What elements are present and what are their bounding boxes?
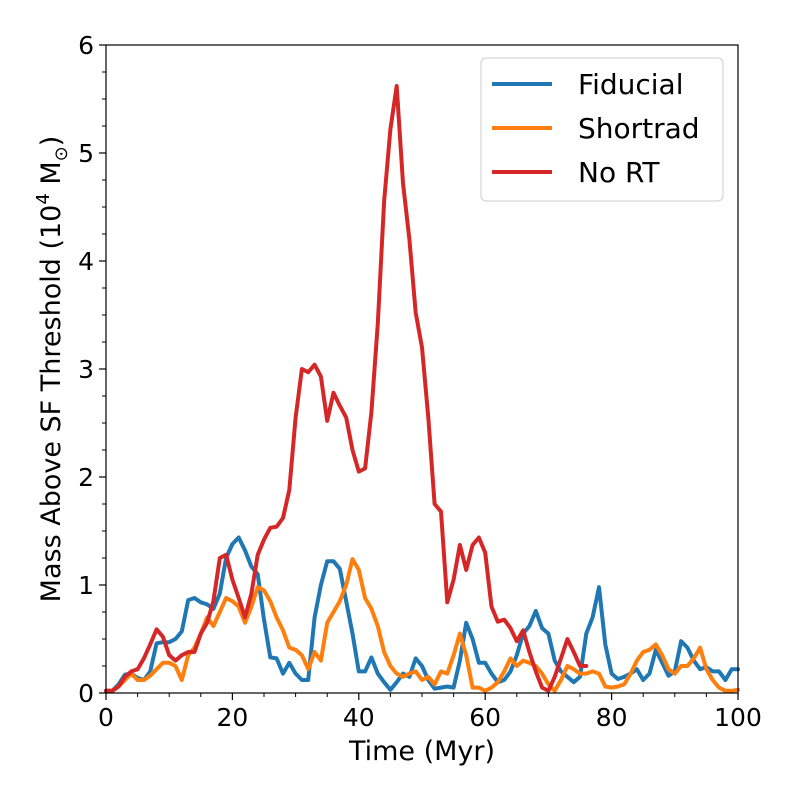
y-tick-label: 0 xyxy=(78,679,94,708)
x-tick-label: 20 xyxy=(216,703,248,732)
series-layer xyxy=(104,84,740,693)
x-axis-label: Time (Myr) xyxy=(348,736,495,767)
y-tick-label: 4 xyxy=(78,247,94,276)
y-axis-label-sup: 4 xyxy=(33,193,54,204)
y-tick-label: 3 xyxy=(78,355,94,384)
legend-label-shortrad: Shortrad xyxy=(578,112,700,145)
x-tick-label: 60 xyxy=(469,703,501,732)
y-tick-label: 2 xyxy=(78,463,94,492)
y-axis-label-close: ) xyxy=(36,136,67,147)
x-tick-label: 0 xyxy=(98,703,114,732)
ticks-layer: 0 20 40 60 80 100 0 1 2 3 4 5 6 xyxy=(78,31,762,732)
legend-box xyxy=(480,57,724,202)
y-axis-label-main: Mass Above SF Threshold (10 xyxy=(36,205,67,603)
series-line-no-rt xyxy=(104,84,589,693)
series-line-shortrad xyxy=(104,557,740,693)
legend: Fiducial Shortrad No RT xyxy=(480,57,724,202)
y-tick-label: 1 xyxy=(78,571,94,600)
legend-label-no-rt: No RT xyxy=(578,156,660,189)
y-axis-label-unit: M xyxy=(36,161,67,193)
y-axis-label: Mass Above SF Threshold (104 M⊙) xyxy=(33,136,72,603)
x-tick-label: 80 xyxy=(596,703,628,732)
y-tick-label: 6 xyxy=(78,31,94,60)
legend-label-fiducial: Fiducial xyxy=(578,68,683,101)
x-tick-label: 100 xyxy=(714,703,762,732)
y-axis-label-sun-symbol: ⊙ xyxy=(51,146,72,161)
y-tick-label: 5 xyxy=(78,139,94,168)
x-tick-label: 40 xyxy=(343,703,375,732)
plot-frame xyxy=(105,44,739,694)
